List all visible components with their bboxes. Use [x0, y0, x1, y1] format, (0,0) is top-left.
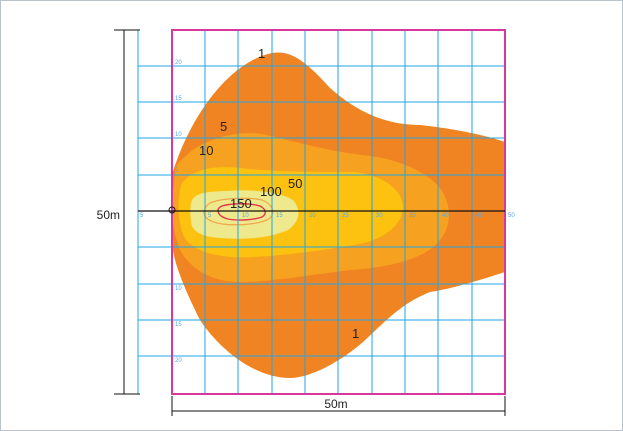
- horizontal-tick-label: 5: [140, 213, 144, 219]
- vertical-tick-label: 20: [175, 358, 182, 364]
- horizontal-tick-label: 5: [208, 213, 212, 219]
- contour-label-5: 5: [220, 119, 227, 134]
- contour-line-150: [217, 203, 266, 221]
- horizontal-tick-label: 10: [242, 213, 249, 219]
- vertical-tick-label: 10: [175, 132, 182, 138]
- bottom-dimension: 50m: [171, 396, 506, 416]
- contour-label-50: 50: [288, 176, 302, 191]
- vertical-tick-label: 20: [175, 60, 182, 66]
- horizontal-tick-label: 25: [342, 213, 349, 219]
- contour-label-100: 100: [260, 184, 282, 199]
- horizontal-tick-label: 40: [442, 213, 449, 219]
- horizontal-tick-label: 35: [409, 213, 416, 219]
- vertical-tick-label: 5: [175, 244, 179, 250]
- contour-label-1-top: 1: [258, 46, 265, 61]
- vertical-tick-label: 15: [175, 96, 182, 102]
- horizontal-tick-label: 45: [476, 213, 483, 219]
- horizontal-tick-label: 50: [508, 213, 515, 219]
- vertical-tick-label: 15: [175, 322, 182, 328]
- horizontal-tick-labels: 5 5 10 15 20 25 30 35 40 45 50: [140, 213, 515, 219]
- contour-label-10: 10: [199, 143, 213, 158]
- contour-area-50: [190, 190, 299, 239]
- horizontal-tick-label: 20: [309, 213, 316, 219]
- vertical-tick-label: 5: [175, 168, 179, 174]
- contour-line-100: [203, 197, 274, 226]
- left-dimension-label: 50m: [97, 208, 120, 222]
- light-source-marker: [168, 206, 176, 214]
- vertical-tick-labels: 20 15 10 5 5 10 15 20: [175, 60, 182, 364]
- vertical-tick-label: 10: [175, 286, 182, 292]
- horizontal-tick-label: 15: [276, 213, 283, 219]
- horizontal-tick-label: 30: [376, 213, 383, 219]
- contour-label-150: 150: [230, 196, 252, 211]
- plot-border: [171, 29, 506, 395]
- left-dimension: 50m: [97, 29, 140, 395]
- bottom-dimension-label: 50m: [324, 397, 347, 411]
- contour-label-1-bottom: 1: [352, 326, 359, 341]
